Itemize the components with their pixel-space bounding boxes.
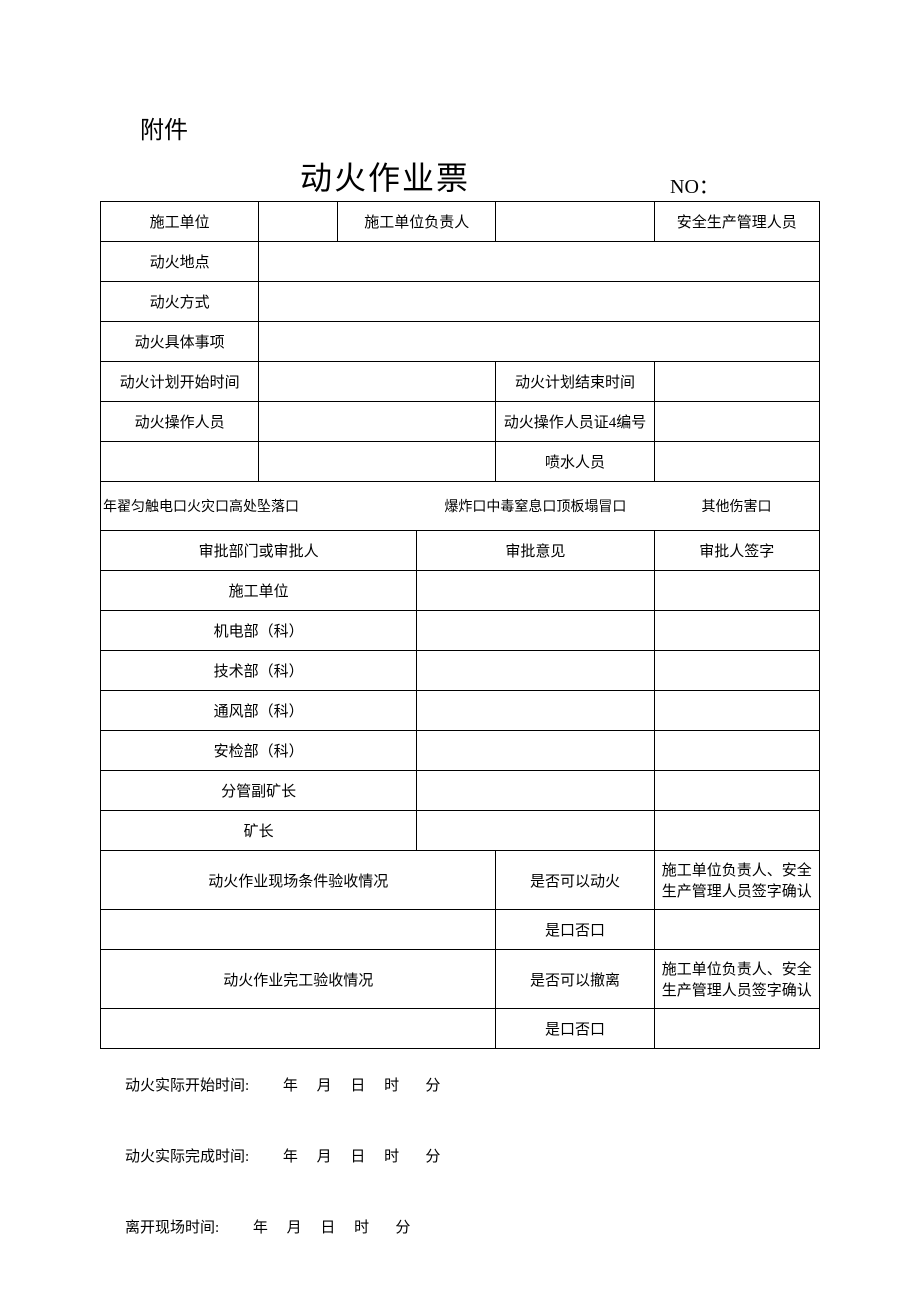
- construction-unit-value[interactable]: [259, 202, 338, 242]
- approval-sign-value[interactable]: [654, 691, 819, 731]
- actual-start-row: 动火实际开始时间: 年 月 日 时 分: [101, 1049, 820, 1121]
- plan-end-label: 动火计划结束时间: [496, 362, 654, 402]
- approval-row: 分管副矿长: [101, 771, 820, 811]
- approval-opinion-value[interactable]: [417, 771, 654, 811]
- can-leave-yesno[interactable]: 是口否口: [496, 1009, 654, 1049]
- table-row: 动火作业现场条件验收情况 是否可以动火 施工单位负责人、安全生产管理人员签字确认: [101, 851, 820, 910]
- construction-manager-label: 施工单位负责人: [338, 202, 496, 242]
- approval-sign-value[interactable]: [654, 771, 819, 811]
- approval-row: 通风部（科）: [101, 691, 820, 731]
- fire-location-value[interactable]: [259, 242, 820, 282]
- manager-confirm-value[interactable]: [654, 910, 819, 950]
- actual-start-label: 动火实际开始时间:: [125, 1078, 249, 1094]
- can-fire-yesno[interactable]: 是口否口: [496, 910, 654, 950]
- approval-opinion-value[interactable]: [417, 611, 654, 651]
- approval-opinion-value[interactable]: [417, 731, 654, 771]
- approval-row: 矿长: [101, 811, 820, 851]
- hazard-row: 年翟匀触电口火灾口高处坠落口 爆炸口中毒窒息口顶板塌冒口 其他伤害口: [101, 482, 820, 531]
- approval-opinion-value[interactable]: [417, 571, 654, 611]
- document-title: 动火作业票: [100, 153, 670, 199]
- approval-header-row: 审批部门或审批人 审批意见 审批人签字: [101, 531, 820, 571]
- operator-cert-label: 动火操作人员证4编号: [496, 402, 654, 442]
- table-row: 是口否口: [101, 910, 820, 950]
- site-condition-label: 动火作业现场条件验收情况: [101, 851, 496, 910]
- operator-value[interactable]: [259, 402, 496, 442]
- site-condition-value[interactable]: [101, 910, 496, 950]
- hazard-group-2: 爆炸口中毒窒息口顶板塌冒口: [417, 482, 654, 531]
- fire-details-value[interactable]: [259, 322, 820, 362]
- can-leave-label: 是否可以撤离: [496, 950, 654, 1009]
- table-row: 动火具体事项: [101, 322, 820, 362]
- table-row: 动火方式: [101, 282, 820, 322]
- manager-confirm-value-2[interactable]: [654, 1009, 819, 1049]
- approval-sign-header: 审批人签字: [654, 531, 819, 571]
- operator-cert-value[interactable]: [654, 402, 819, 442]
- approval-dept: 技术部（科）: [101, 651, 417, 691]
- approval-opinion-value[interactable]: [417, 651, 654, 691]
- plan-start-value[interactable]: [259, 362, 496, 402]
- plan-end-value[interactable]: [654, 362, 819, 402]
- date-fields[interactable]: 年 月 日 时 分: [249, 1149, 440, 1165]
- leave-time-label: 离开现场时间:: [125, 1220, 219, 1236]
- approval-sign-value[interactable]: [654, 571, 819, 611]
- approval-sign-value[interactable]: [654, 811, 819, 851]
- approval-dept: 矿长: [101, 811, 417, 851]
- approval-row: 机电部（科）: [101, 611, 820, 651]
- date-fields[interactable]: 年 月 日 时 分: [249, 1078, 440, 1094]
- approval-row: 施工单位: [101, 571, 820, 611]
- approval-sign-value[interactable]: [654, 731, 819, 771]
- fire-method-value[interactable]: [259, 282, 820, 322]
- table-row: 动火作业完工验收情况 是否可以撤离 施工单位负责人、安全生产管理人员签字确认: [101, 950, 820, 1009]
- date-fields[interactable]: 年 月 日 时 分: [219, 1220, 410, 1236]
- blank-value[interactable]: [259, 442, 496, 482]
- approval-opinion-value[interactable]: [417, 691, 654, 731]
- approval-dept: 通风部（科）: [101, 691, 417, 731]
- table-row: 施工单位 施工单位负责人 安全生产管理人员: [101, 202, 820, 242]
- leave-time-row: 离开现场时间: 年 月 日 时 分: [101, 1191, 820, 1262]
- operator-label: 动火操作人员: [101, 402, 259, 442]
- approval-sign-value[interactable]: [654, 611, 819, 651]
- approval-dept-header: 审批部门或审批人: [101, 531, 417, 571]
- water-personnel-value[interactable]: [654, 442, 819, 482]
- table-row: 动火计划开始时间 动火计划结束时间: [101, 362, 820, 402]
- table-row: 动火地点: [101, 242, 820, 282]
- actual-end-row: 动火实际完成时间: 年 月 日 时 分: [101, 1120, 820, 1191]
- fire-location-label: 动火地点: [101, 242, 259, 282]
- construction-manager-value[interactable]: [496, 202, 654, 242]
- table-row: 喷水人员: [101, 442, 820, 482]
- completion-value[interactable]: [101, 1009, 496, 1049]
- approval-dept: 机电部（科）: [101, 611, 417, 651]
- approval-opinion-header: 审批意见: [417, 531, 654, 571]
- approval-dept: 安检部（科）: [101, 731, 417, 771]
- table-row: 是口否口: [101, 1009, 820, 1049]
- hot-work-form-table: 施工单位 施工单位负责人 安全生产管理人员 动火地点 动火方式 动火具体事项 动…: [100, 201, 820, 1262]
- plan-start-label: 动火计划开始时间: [101, 362, 259, 402]
- completion-label: 动火作业完工验收情况: [101, 950, 496, 1009]
- approval-opinion-value[interactable]: [417, 811, 654, 851]
- fire-details-label: 动火具体事项: [101, 322, 259, 362]
- approval-dept: 施工单位: [101, 571, 417, 611]
- approval-sign-value[interactable]: [654, 651, 819, 691]
- hazard-group-1: 年翟匀触电口火灾口高处坠落口: [101, 482, 417, 531]
- document-number-label: NO：: [670, 170, 820, 199]
- water-personnel-label: 喷水人员: [496, 442, 654, 482]
- can-fire-label: 是否可以动火: [496, 851, 654, 910]
- attachment-label: 附件: [140, 110, 820, 145]
- table-row: 动火操作人员 动火操作人员证4编号: [101, 402, 820, 442]
- blank-label: [101, 442, 259, 482]
- hazard-group-3: 其他伤害口: [654, 482, 819, 531]
- fire-method-label: 动火方式: [101, 282, 259, 322]
- approval-row: 安检部（科）: [101, 731, 820, 771]
- safety-manager-label: 安全生产管理人员: [654, 202, 819, 242]
- actual-end-label: 动火实际完成时间:: [125, 1149, 249, 1165]
- construction-unit-label: 施工单位: [101, 202, 259, 242]
- approval-row: 技术部（科）: [101, 651, 820, 691]
- manager-confirm-label-2: 施工单位负责人、安全生产管理人员签字确认: [654, 950, 819, 1009]
- manager-confirm-label: 施工单位负责人、安全生产管理人员签字确认: [654, 851, 819, 910]
- approval-dept: 分管副矿长: [101, 771, 417, 811]
